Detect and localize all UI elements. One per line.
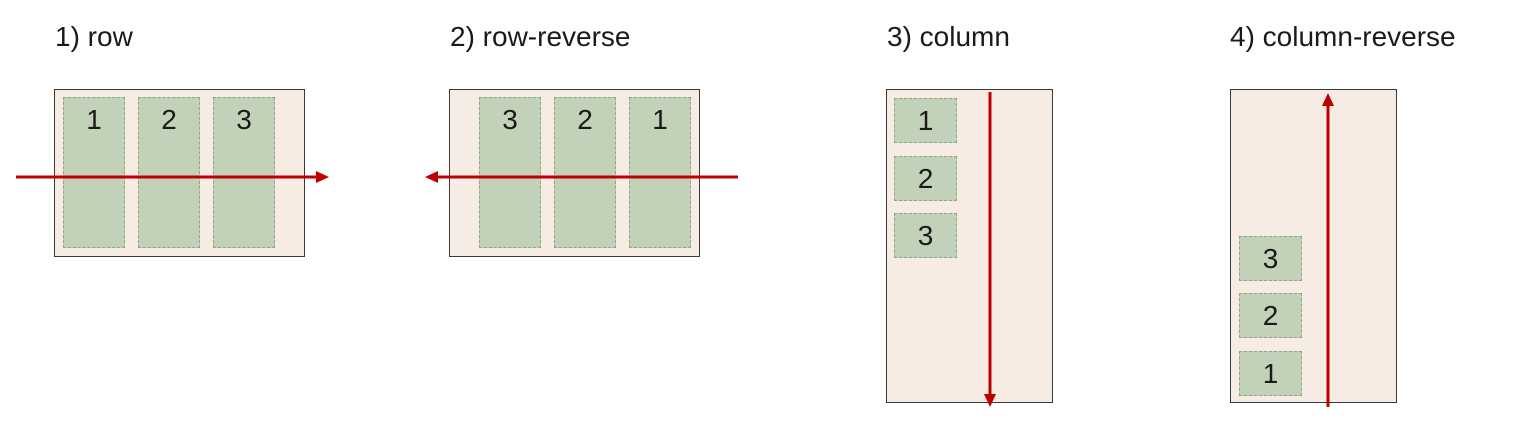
column-item-1: 1 — [894, 98, 957, 143]
panel-column-title: 3) column — [887, 21, 1010, 52]
row-reverse-item-1: 1 — [629, 97, 691, 248]
panel-row-title: 1) row — [55, 21, 133, 52]
row-item-2: 2 — [138, 97, 200, 248]
column-container: 1 2 3 — [886, 89, 1053, 403]
row-reverse-container: 3 2 1 — [449, 89, 700, 257]
column-reverse-container: 3 2 1 — [1230, 89, 1397, 403]
column-reverse-item-3: 3 — [1239, 236, 1302, 281]
row-item-3: 3 — [213, 97, 275, 248]
column-reverse-item-2: 2 — [1239, 293, 1302, 338]
panel-column-reverse-title: 4) column-reverse — [1230, 21, 1456, 52]
row-reverse-item-2: 2 — [554, 97, 616, 248]
row-container: 1 2 3 — [54, 89, 305, 257]
column-item-2: 2 — [894, 156, 957, 201]
column-reverse-item-1: 1 — [1239, 351, 1302, 396]
column-item-3: 3 — [894, 213, 957, 258]
row-item-1: 1 — [63, 97, 125, 248]
panel-row-reverse-title: 2) row-reverse — [450, 21, 631, 52]
row-reverse-item-3: 3 — [479, 97, 541, 248]
